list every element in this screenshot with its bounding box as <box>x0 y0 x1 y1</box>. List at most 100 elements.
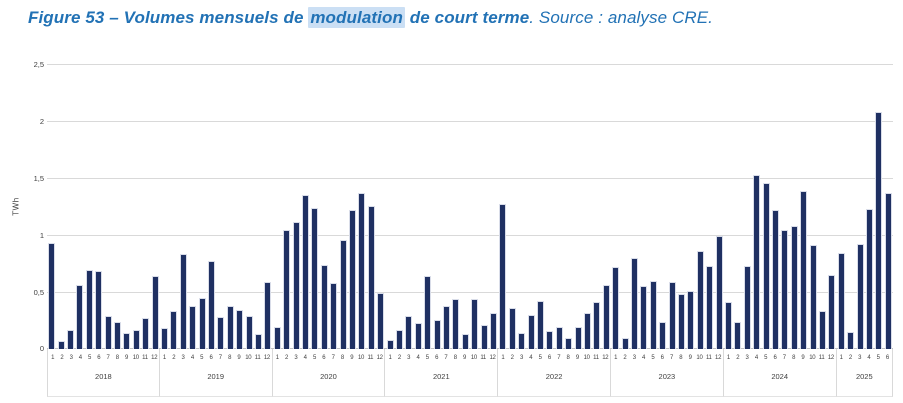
year-group-2020: 1 2 3 4 5 6 7 8 9 10 11 12 2020 <box>272 64 386 397</box>
month-label-2020-1: 1 <box>275 355 279 361</box>
year-group-2021: 1 2 3 4 5 6 7 8 9 10 11 12 2021 <box>385 64 499 397</box>
month-label-2022-6: 6 <box>547 355 551 361</box>
bar-slot-2018-6 <box>94 64 103 349</box>
bar-2021-10 <box>471 299 479 349</box>
bar-2018-6 <box>95 271 103 349</box>
month-label-2025-4: 4 <box>867 355 871 361</box>
bar-2021-8 <box>452 299 460 349</box>
bar-slot-2023-2 <box>620 64 629 349</box>
bar-slot-2019-2 <box>169 64 178 349</box>
y-tick-2,5: 2,5 <box>33 60 44 69</box>
month-label-2023-3: 3 <box>632 355 636 361</box>
month-label-2019-11: 11 <box>254 355 261 361</box>
y-tick-2: 2 <box>39 117 44 126</box>
month-labels-2020: 1 2 3 4 5 6 7 8 9 10 11 12 <box>273 354 385 362</box>
bar-2020-9 <box>349 210 357 349</box>
bar-slot-2021-5 <box>423 64 432 349</box>
month-label-2020-8: 8 <box>340 355 344 361</box>
month-label-2019-1: 1 <box>162 355 166 361</box>
bar-2025-3 <box>856 244 864 349</box>
month-label-2020-2: 2 <box>285 355 289 361</box>
year-group-2025: 1 2 3 4 5 6 2025 <box>836 64 893 397</box>
month-label-2020-5: 5 <box>312 355 317 361</box>
axis-labels-2023: 1 2 3 4 5 6 7 8 9 10 11 12 2023 <box>610 349 724 397</box>
bar-slot-2019-11 <box>254 64 263 349</box>
year-group-2024: 1 2 3 4 5 6 7 8 9 10 11 12 2024 <box>723 64 837 397</box>
bar-slot-2021-10 <box>470 64 479 349</box>
bar-2023-5 <box>649 281 657 349</box>
month-label-2021-9: 9 <box>463 355 467 361</box>
bar-slot-2021-11 <box>479 64 488 349</box>
month-labels-2021: 1 2 3 4 5 6 7 8 9 10 11 12 <box>385 354 497 362</box>
month-label-2019-4: 4 <box>190 355 194 361</box>
bar-2020-12 <box>377 293 385 349</box>
bar-2022-6 <box>546 331 554 349</box>
bar-slot-2023-6 <box>658 64 667 349</box>
gridline-0,5 <box>47 292 893 293</box>
bar-slot-2021-2 <box>395 64 404 349</box>
y-tick-1: 1 <box>39 231 44 240</box>
year-label-2018: 2018 <box>95 372 112 381</box>
month-label-2021-12: 12 <box>489 355 496 361</box>
bar-slot-2024-7 <box>780 64 789 349</box>
bar-2018-9 <box>123 333 131 349</box>
bar-slot-2022-6 <box>545 64 554 349</box>
bar-slot-2024-5 <box>761 64 770 349</box>
bars-2019 <box>160 64 273 349</box>
month-label-2024-5: 5 <box>764 355 768 361</box>
bar-2025-6 <box>884 193 892 349</box>
bar-2023-11 <box>706 266 714 349</box>
bar-slot-2025-4 <box>865 64 874 349</box>
month-label-2021-5: 5 <box>425 355 429 361</box>
bar-2023-8 <box>678 294 686 349</box>
bar-2024-4 <box>753 175 761 349</box>
bar-2018-4 <box>76 285 84 349</box>
bar-slot-2023-10 <box>696 64 705 349</box>
month-label-2018-4: 4 <box>78 355 82 361</box>
month-label-2021-1: 1 <box>388 355 392 361</box>
bar-slot-2024-11 <box>818 64 827 349</box>
bar-2024-9 <box>800 191 808 349</box>
bars-2024 <box>724 64 837 349</box>
bar-slot-2025-2 <box>846 64 855 349</box>
bar-slot-2019-7 <box>216 64 225 349</box>
bar-2018-10 <box>132 330 140 349</box>
bar-slot-2021-7 <box>442 64 451 349</box>
bar-2025-2 <box>847 332 855 349</box>
month-label-2023-5: 5 <box>651 355 655 361</box>
bar-slot-2022-4 <box>526 64 535 349</box>
bar-2024-2 <box>734 322 742 349</box>
bars-2023 <box>611 64 724 349</box>
bar-2024-7 <box>781 230 789 349</box>
bar-slot-2018-4 <box>75 64 84 349</box>
bar-2023-2 <box>621 338 629 349</box>
figure-title-text-2: de court terme <box>404 8 530 27</box>
bar-slot-2018-5 <box>85 64 94 349</box>
bar-slot-2023-4 <box>639 64 648 349</box>
month-label-2018-12: 12 <box>151 355 158 361</box>
bar-slot-2023-11 <box>705 64 714 349</box>
axis-labels-2021: 1 2 3 4 5 6 7 8 9 10 11 12 2021 <box>385 349 499 397</box>
month-label-2022-9: 9 <box>575 355 579 361</box>
bar-2021-6 <box>433 320 441 349</box>
month-label-2019-6: 6 <box>209 355 213 361</box>
bar-slot-2022-1 <box>498 64 507 349</box>
month-label-2019-3: 3 <box>181 355 185 361</box>
bar-slot-2020-7 <box>329 64 338 349</box>
month-label-2018-6: 6 <box>97 355 101 361</box>
bar-slot-2018-8 <box>113 64 122 349</box>
bars-2022 <box>498 64 611 349</box>
bar-2021-11 <box>480 325 488 349</box>
month-label-2024-8: 8 <box>792 355 796 361</box>
year-label-2025: 2025 <box>855 372 873 381</box>
month-label-2022-4: 4 <box>529 355 533 361</box>
axis-labels-2024: 1 2 3 4 5 6 7 8 9 10 11 12 2024 <box>723 349 837 397</box>
axis-labels-2020: 1 2 3 4 5 6 7 8 9 10 11 12 2020 <box>272 349 386 397</box>
month-label-2023-6: 6 <box>660 355 664 361</box>
y-tick-0,5: 0,5 <box>33 288 44 297</box>
bars-2021 <box>385 64 498 349</box>
bar-slot-2024-3 <box>743 64 752 349</box>
bar-2025-4 <box>866 209 873 349</box>
bar-slot-2020-6 <box>320 64 329 349</box>
bar-slot-2024-6 <box>771 64 780 349</box>
